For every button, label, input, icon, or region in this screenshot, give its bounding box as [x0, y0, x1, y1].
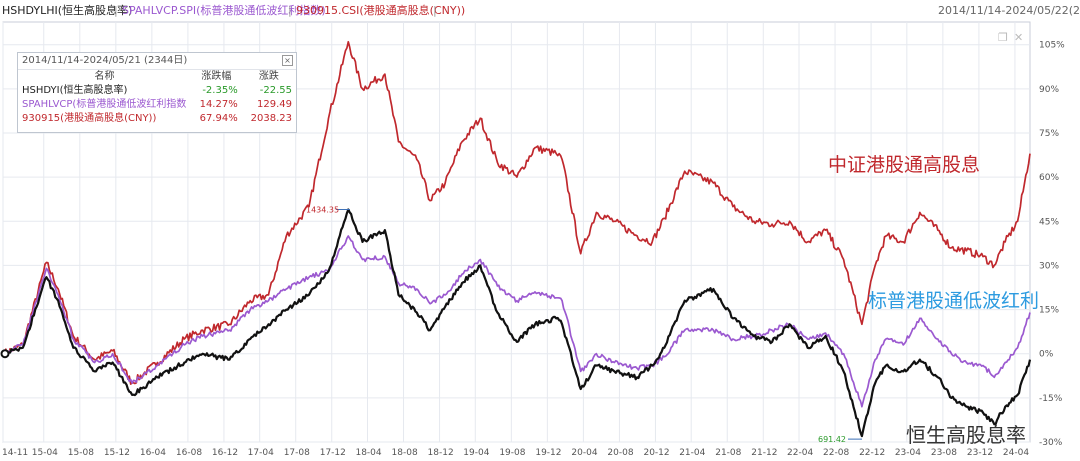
legend-header-row: 名称 涨跌幅 涨跌 — [18, 70, 296, 84]
x-tick-label: 19-12 — [535, 448, 561, 458]
x-tick-label: 21-04 — [679, 448, 705, 458]
legend-row-chg: 129.49 — [257, 99, 292, 110]
series-header: HSHDYLHI(恒生高股息率) | SPAHLVCP.SPI(标普港股通低波红… — [0, 0, 1080, 22]
y-tick-label: -15% — [1039, 394, 1063, 404]
x-tick-label: 23-12 — [967, 448, 993, 458]
y-tick-label: 15% — [1039, 306, 1059, 316]
x-tick-label: 17-04 — [248, 448, 274, 458]
x-tick-label: 21-12 — [751, 448, 777, 458]
legend-row-pct: -2.35% — [202, 85, 238, 96]
x-tick-label: 21-08 — [715, 448, 741, 458]
legend-row[interactable]: SPAHLVCP(标普港股通低波红利指数 14.27% 129.49 — [18, 98, 296, 112]
x-tick-label: 15-08 — [68, 448, 94, 458]
start-marker — [0, 349, 10, 359]
x-tick-label: 24-04 — [1003, 448, 1029, 458]
x-tick-label: 23-08 — [931, 448, 957, 458]
max-marker-label: 1434.35 — [306, 206, 339, 215]
y-tick-label: 90% — [1039, 85, 1059, 95]
x-tick-label: 19-04 — [463, 448, 489, 458]
legend-col-name: 名称 — [94, 71, 115, 82]
header-separator: | — [114, 4, 118, 17]
restore-icon[interactable]: ❐ — [998, 31, 1008, 44]
chart-markers: 1434.35 691.42 — [0, 206, 862, 444]
x-tick-label: 20-12 — [643, 448, 669, 458]
header-date-range: 2014/11/14-2024/05/22(2345日) — [938, 4, 1080, 17]
series-line — [2, 208, 1032, 438]
x-tick-label: 16-04 — [140, 448, 166, 458]
series-lines — [2, 40, 1032, 438]
legend-title-bar: 2014/11/14-2024/05/21 (2344日) × — [18, 53, 296, 70]
legend-row-chg: -22.55 — [259, 85, 292, 96]
x-tick-label: 20-08 — [607, 448, 633, 458]
x-tick-label: 18-12 — [428, 448, 454, 458]
y-tick-label: 105% — [1039, 41, 1065, 51]
header-series-spahlvcp[interactable]: SPAHLVCP.SPI(标普港股通低波红利指数) — [122, 4, 326, 17]
y-tick-label: 30% — [1039, 261, 1059, 271]
y-tick-label: 0% — [1039, 350, 1054, 360]
legend-close-icon[interactable]: × — [282, 55, 293, 66]
header-series-930915[interactable]: 930915.CSI(港股通高股息(CNY)) — [296, 4, 466, 17]
legend-title: 2014/11/14-2024/05/21 (2344日) — [22, 55, 188, 66]
legend-row[interactable]: 930915(港股通高股息(CNY)) 67.94% 2038.23 — [18, 112, 296, 126]
x-tick-label: 14-11 — [2, 448, 28, 458]
legend-col-pct: 涨跌幅 — [201, 71, 232, 82]
x-tick-label: 16-12 — [212, 448, 238, 458]
legend-row[interactable]: HSHDYI(恒生高股息率) -2.35% -22.55 — [18, 84, 296, 98]
x-tick-label: 17-12 — [320, 448, 346, 458]
x-tick-label: 19-08 — [499, 448, 525, 458]
y-tick-label: -30% — [1039, 438, 1063, 448]
annotation-black-series: 恒生高股息率 — [906, 423, 1026, 447]
series-line — [2, 235, 1031, 408]
x-tick-label: 23-04 — [895, 448, 921, 458]
x-tick-label: 22-12 — [859, 448, 885, 458]
x-tick-label: 17-08 — [284, 448, 310, 458]
close-icon[interactable]: ✕ — [1014, 31, 1024, 44]
x-tick-label: 18-08 — [392, 448, 418, 458]
x-tick-label: 22-08 — [823, 448, 849, 458]
legend-table: 名称 涨跌幅 涨跌 HSHDYI(恒生高股息率) -2.35% -22.55 S… — [18, 70, 296, 126]
legend-row-pct: 67.94% — [199, 113, 238, 124]
legend-row-pct: 14.27% — [199, 99, 238, 110]
y-tick-label: 60% — [1039, 173, 1059, 183]
y-tick-label: 75% — [1039, 129, 1059, 139]
legend-row-name: SPAHLVCP(标普港股通低波红利指数 — [22, 99, 187, 110]
annotation-red-series: 中证港股通高股息 — [828, 154, 981, 176]
x-tick-label: 20-04 — [571, 448, 597, 458]
legend-row-name: HSHDYI(恒生高股息率) — [22, 85, 128, 96]
x-tick-label: 15-12 — [104, 448, 130, 458]
series-line — [2, 40, 1031, 385]
header-separator: | — [288, 4, 292, 17]
legend-panel: 2014/11/14-2024/05/21 (2344日) × 名称 涨跌幅 涨… — [17, 52, 297, 133]
y-tick-label: 45% — [1039, 217, 1059, 227]
chart-axes: -30% -15% 0% 15% 30% 45% 60% 75% 90% 105% 14-11 15-… — [2, 41, 1065, 458]
annotation-blue-series: 标普港股通低波红利 — [868, 290, 1040, 312]
header-series-hshdylhi[interactable]: HSHDYLHI(恒生高股息率) — [2, 4, 133, 17]
x-tick-label: 15-04 — [32, 448, 58, 458]
x-tick-label: 22-04 — [787, 448, 813, 458]
header-separator: | — [433, 4, 437, 17]
legend-col-chg: 涨跌 — [258, 71, 279, 82]
legend-row-chg: 2038.23 — [250, 113, 292, 124]
legend-row-name: 930915(港股通高股息(CNY)) — [22, 113, 157, 124]
min-marker-label: 691.42 — [818, 435, 846, 444]
x-tick-label: 18-04 — [355, 448, 381, 458]
x-tick-label: 16-08 — [176, 448, 202, 458]
